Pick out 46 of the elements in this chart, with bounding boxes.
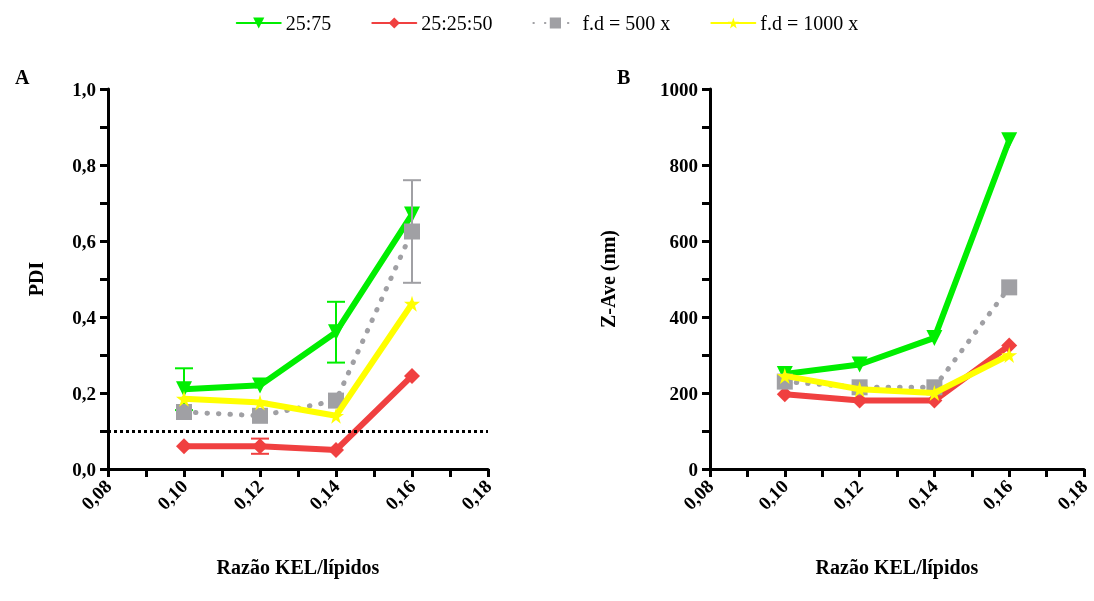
y-tick-label: 0,8 <box>72 154 96 176</box>
legend-label: 25:75 <box>285 12 332 34</box>
point <box>1001 132 1018 149</box>
point <box>252 377 268 394</box>
point <box>328 442 344 458</box>
x-tick-label: 0,14 <box>903 475 943 514</box>
y-axis-title: Z-Ave (nm) <box>597 230 620 328</box>
y-tick-label: 1000 <box>660 78 698 100</box>
y-tick-label: 0,2 <box>72 382 96 404</box>
y-tick-label: 400 <box>669 306 698 328</box>
y-tick-label: 200 <box>669 382 698 404</box>
point <box>176 404 192 420</box>
y-tick-label: 600 <box>669 230 698 252</box>
x-tick-label: 0,16 <box>381 475 420 514</box>
legend-label: 25:25:50 <box>421 12 493 34</box>
x-tick-label: 0,12 <box>229 475 268 514</box>
point <box>851 356 868 373</box>
point <box>176 438 192 455</box>
x-tick-label: 0,10 <box>153 475 192 514</box>
point <box>404 223 420 240</box>
chart-title: B <box>617 66 631 88</box>
y-tick-label: 0,0 <box>72 458 96 480</box>
y-tick-label: 0,6 <box>72 230 96 252</box>
y-tick-label: 1,0 <box>72 78 96 100</box>
legend-label: f.d = 500 x <box>582 12 671 34</box>
point <box>1001 337 1018 354</box>
point <box>176 390 192 407</box>
chart-title: A <box>15 66 30 88</box>
y-tick-label: 0,4 <box>72 306 97 328</box>
point <box>404 367 420 384</box>
x-tick-label: 0,16 <box>978 475 1017 514</box>
legend-label: f.d = 1000 x <box>760 12 859 34</box>
x-tick-label: 0,14 <box>305 475 344 514</box>
point <box>404 295 420 312</box>
y-tick-label: 800 <box>669 154 698 176</box>
x-tick-label: 0,10 <box>753 475 793 514</box>
point <box>1001 279 1018 296</box>
x-tick-label: 0,18 <box>1053 475 1092 514</box>
y-axis-title: PDI <box>25 261 47 297</box>
x-axis-title: Razão KEL/lípidos <box>815 556 979 579</box>
x-tick-label: 0,12 <box>828 475 868 514</box>
point <box>252 407 268 424</box>
point <box>1001 347 1018 363</box>
x-tick-label: 0,18 <box>457 475 496 514</box>
x-axis-title: Razão KEL/lípidos <box>216 556 380 579</box>
point <box>926 329 943 346</box>
